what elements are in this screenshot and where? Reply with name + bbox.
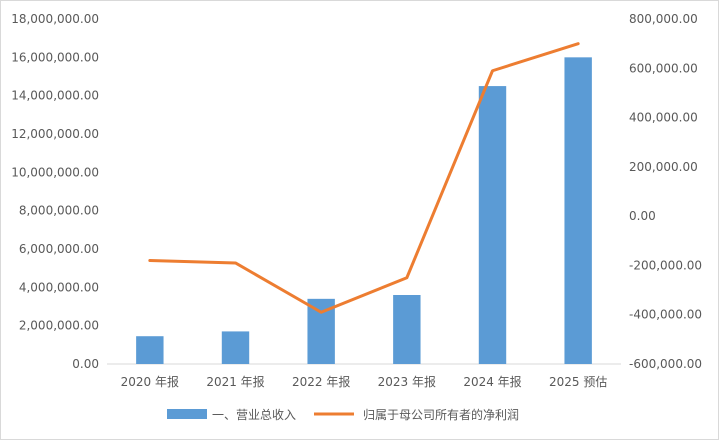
left-tick-label: 14,000,000.00 — [11, 89, 99, 103]
right-tick-label: 200,000.00 — [629, 160, 698, 174]
right-tick-label: -600,000.00 — [629, 357, 702, 371]
legend-line-label: 归属于母公司所有者的净利润 — [363, 407, 519, 422]
left-tick-label: 0.00 — [72, 357, 99, 371]
x-tick-label: 2021 年报 — [206, 374, 264, 389]
left-tick-label: 4,000,000.00 — [19, 280, 99, 294]
right-tick-label: 0.00 — [629, 209, 656, 223]
right-tick-label: 600,000.00 — [629, 61, 698, 75]
x-tick-label: 2020 年报 — [121, 374, 179, 389]
x-axis-ticks: 2020 年报 2021 年报 2022 年报 2023 年报 2024 年报 2025 … — [121, 374, 608, 389]
left-tick-label: 10,000,000.00 — [11, 165, 99, 179]
right-tick-label: 800,000.00 — [629, 12, 698, 26]
x-tick-label: 2025 预估 — [549, 375, 607, 389]
line-path — [148, 42, 580, 314]
bar — [393, 295, 421, 364]
left-tick-label: 12,000,000.00 — [11, 127, 99, 141]
bar-series — [136, 57, 592, 364]
bar — [221, 331, 250, 364]
left-tick-label: 16,000,000.00 — [11, 50, 99, 64]
x-tick-label: 2023 年报 — [378, 374, 436, 389]
bar — [478, 86, 507, 364]
right-tick-label: 400,000.00 — [629, 111, 698, 125]
legend-bar-swatch — [167, 409, 207, 419]
right-tick-label: -400,000.00 — [629, 308, 702, 322]
left-tick-label: 6,000,000.00 — [19, 242, 99, 256]
x-tick-label: 2024 年报 — [463, 374, 521, 389]
legend: 一、营业总收入 归属于母公司所有者的净利润 — [167, 407, 519, 422]
left-tick-label: 8,000,000.00 — [19, 204, 99, 218]
left-tick-label: 18,000,000.00 — [11, 12, 99, 26]
legend-bar-label: 一、营业总收入 — [212, 408, 296, 422]
bar — [136, 336, 164, 364]
left-axis-ticks: 0.00 2,000,000.00 4,000,000.00 6,000,000.00… — [11, 12, 99, 371]
x-tick-label: 2022 年报 — [292, 374, 350, 389]
right-tick-label: -200,000.00 — [629, 258, 702, 272]
left-tick-label: 2,000,000.00 — [19, 319, 99, 333]
bar — [564, 57, 592, 364]
line-series — [148, 42, 580, 314]
right-axis-ticks: -600,000.00 -400,000.00 -200,000.00 0.00 200… — [629, 12, 702, 371]
